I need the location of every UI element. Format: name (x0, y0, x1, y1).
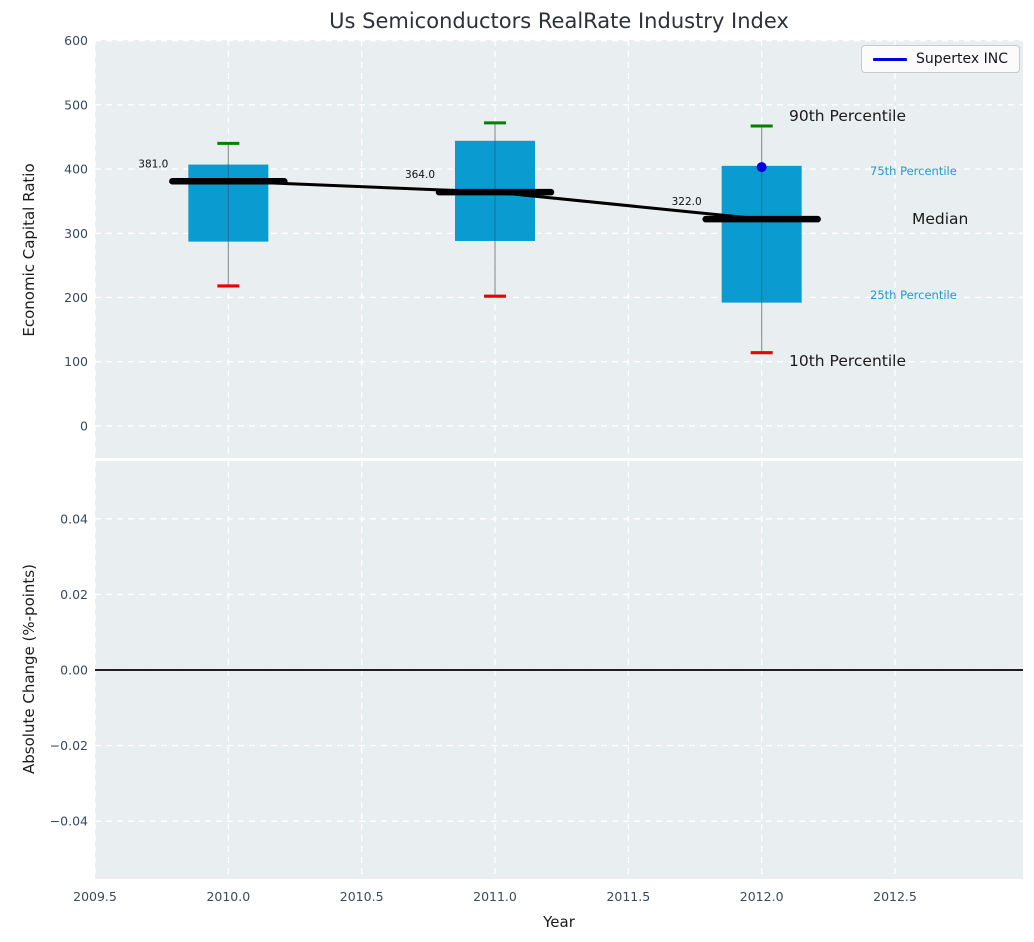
xtick-label: 2012.5 (873, 889, 917, 904)
xtick-label: 2012.0 (740, 889, 784, 904)
percentile-annotation: 90th Percentile (789, 107, 906, 125)
ytick-label-bottom: 0.00 (60, 663, 88, 678)
legend-line-icon (873, 57, 907, 61)
xtick-label: 2011.0 (473, 889, 517, 904)
ytick-label-bottom: −0.02 (50, 738, 88, 753)
xtick-label: 2011.5 (606, 889, 650, 904)
xtick-label: 2010.5 (340, 889, 384, 904)
ytick-label-bottom: 0.04 (60, 511, 88, 526)
percentile-annotation: 10th Percentile (789, 352, 906, 370)
ytick-label-bottom: −0.04 (50, 814, 88, 829)
ytick-label-top: 200 (64, 290, 88, 305)
percentile-annotation: 75th Percentile (870, 164, 957, 178)
legend: Supertex INC (861, 45, 1020, 73)
ytick-label-top: 300 (64, 226, 88, 241)
percentile-annotation: 25th Percentile (870, 288, 957, 302)
chart-title: Us Semiconductors RealRate Industry Inde… (329, 9, 789, 33)
x-axis-label: Year (543, 913, 575, 931)
series-point (756, 162, 767, 173)
legend-label: Supertex INC (916, 51, 1008, 67)
ytick-label-top: 400 (64, 162, 88, 177)
ytick-label-top: 500 (64, 97, 88, 112)
ytick-label-top: 600 (64, 33, 88, 48)
xtick-label: 2009.5 (73, 889, 117, 904)
median-value-label: 381.0 (138, 158, 168, 170)
y-axis-label-top: Economic Capital Ratio (20, 163, 38, 337)
median-value-label: 322.0 (672, 196, 702, 208)
xtick-label: 2010.0 (206, 889, 250, 904)
ytick-label-bottom: 0.02 (60, 587, 88, 602)
y-axis-label-bottom: Absolute Change (%-points) (20, 564, 38, 774)
ytick-label-top: 0 (80, 418, 88, 433)
percentile-annotation: Median (912, 210, 968, 228)
top-plot-area (95, 40, 1023, 458)
ytick-label-top: 100 (64, 354, 88, 369)
median-value-label: 364.0 (405, 169, 435, 181)
